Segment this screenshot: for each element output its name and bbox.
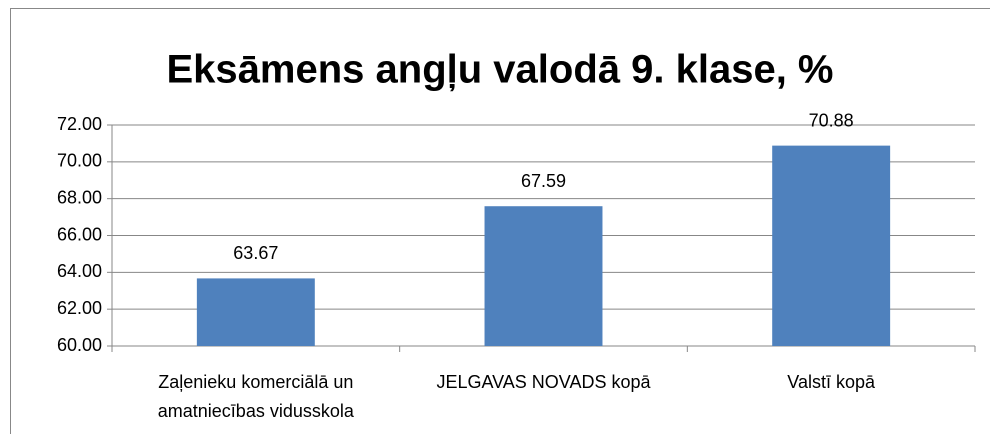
y-tick-label: 72.00 [57,114,102,134]
bar [484,206,603,346]
chart-title: Eksāmens angļu valodā 9. klase, % [167,48,834,92]
x-tick-label: Valstī kopā [787,372,876,392]
bar [196,278,315,346]
y-tick-label: 68.00 [57,187,102,207]
y-tick-label: 60.00 [57,335,102,355]
y-tick-label: 64.00 [57,261,102,281]
y-tick-label: 70.00 [57,151,102,171]
data-label: 70.88 [809,110,854,130]
y-tick-label: 66.00 [57,224,102,244]
data-label: 63.67 [233,243,278,263]
bar [772,145,891,346]
y-tick-label: 62.00 [57,298,102,318]
data-label: 67.59 [521,171,566,191]
x-tick-label: Zaļenieku komerciālā un amatniecības vid… [157,372,354,421]
x-tick-label: JELGAVAS NOVADS kopā [436,372,651,392]
